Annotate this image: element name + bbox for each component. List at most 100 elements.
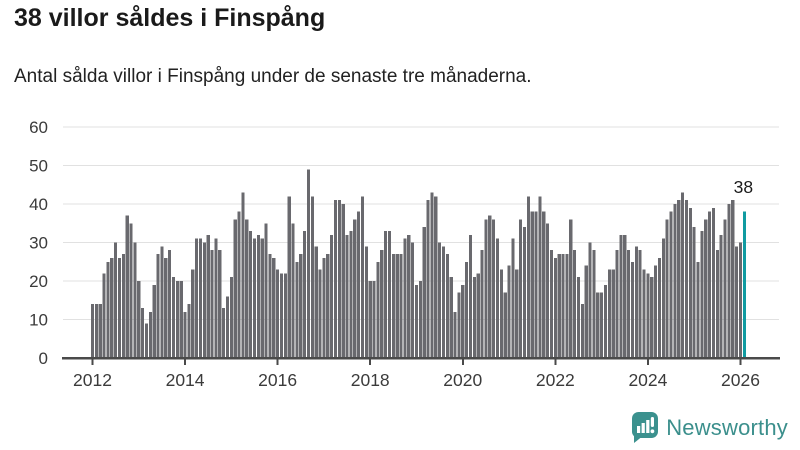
bar <box>650 277 654 358</box>
bar <box>619 234 623 358</box>
bar <box>553 257 557 358</box>
bar <box>164 257 168 358</box>
bar <box>287 196 291 358</box>
bar <box>264 223 268 358</box>
bar <box>507 265 511 358</box>
bar <box>187 304 191 358</box>
bar <box>738 242 743 358</box>
bar <box>546 223 550 358</box>
bar <box>511 238 515 358</box>
bar <box>592 250 596 358</box>
bar <box>654 265 658 358</box>
bar <box>94 304 98 358</box>
bar <box>117 257 122 358</box>
bar <box>318 269 322 358</box>
bar <box>704 219 708 358</box>
newsworthy-logo: Newsworthy <box>631 411 788 444</box>
bar <box>110 257 114 358</box>
bar <box>457 292 461 358</box>
bar <box>349 230 353 358</box>
bar <box>422 227 426 358</box>
bar <box>441 246 446 358</box>
x-tick-label: 2018 <box>351 370 390 390</box>
bar <box>156 254 160 358</box>
bar <box>638 250 642 358</box>
bar <box>218 250 222 358</box>
bar <box>360 196 365 358</box>
bar <box>403 238 407 358</box>
bar <box>345 234 349 358</box>
bar <box>430 192 434 358</box>
bar <box>677 200 681 358</box>
bar <box>615 250 619 358</box>
bar <box>634 246 638 358</box>
bar <box>623 234 627 358</box>
bar <box>708 211 712 358</box>
highlight-bar <box>742 211 747 358</box>
bar <box>580 304 584 358</box>
bar <box>291 223 295 358</box>
bar <box>534 211 538 358</box>
bar <box>395 254 399 358</box>
bar <box>495 238 500 358</box>
bar <box>306 169 311 358</box>
bar <box>715 250 719 358</box>
bar <box>279 273 284 358</box>
bar <box>642 269 646 358</box>
bar <box>503 292 507 358</box>
bar <box>434 196 438 358</box>
bar <box>588 242 592 358</box>
bar <box>492 219 496 358</box>
bar <box>665 219 669 358</box>
bar <box>256 234 260 358</box>
bar <box>557 254 561 358</box>
bar <box>357 211 361 358</box>
bar <box>499 269 503 358</box>
bar <box>133 242 137 358</box>
bar <box>202 242 206 358</box>
bar <box>573 250 577 358</box>
y-tick-label: 0 <box>39 349 48 368</box>
bar <box>414 284 419 358</box>
bar <box>630 261 635 358</box>
bar <box>364 246 368 358</box>
bar <box>692 227 696 358</box>
bar <box>472 277 476 358</box>
bar <box>600 292 604 358</box>
x-tick-label: 2016 <box>258 370 297 390</box>
last-value-annotation: 38 <box>734 177 753 197</box>
bar <box>314 246 318 358</box>
bar <box>283 273 287 358</box>
bar <box>603 284 608 358</box>
bar <box>295 261 299 358</box>
bar <box>549 250 554 358</box>
y-tick-label: 30 <box>29 234 48 253</box>
bar <box>542 211 546 358</box>
bar <box>391 254 395 358</box>
bar <box>727 204 731 358</box>
bar <box>711 207 716 358</box>
bar <box>183 311 187 358</box>
bar <box>303 230 307 358</box>
bar <box>681 192 685 358</box>
bar <box>195 238 199 358</box>
bar <box>561 254 565 358</box>
bar <box>237 211 241 358</box>
x-tick-label: 2012 <box>73 370 112 390</box>
bar <box>326 254 330 358</box>
bar <box>229 277 233 358</box>
y-tick-label: 60 <box>29 118 48 137</box>
bar <box>225 296 230 358</box>
bar <box>488 215 492 358</box>
bar <box>426 200 430 358</box>
bar <box>515 269 519 358</box>
bar <box>476 273 480 358</box>
bar <box>322 257 326 358</box>
bar <box>611 269 615 358</box>
bar <box>569 219 573 358</box>
bar <box>576 277 581 358</box>
bar <box>731 200 735 358</box>
bar <box>399 254 403 358</box>
